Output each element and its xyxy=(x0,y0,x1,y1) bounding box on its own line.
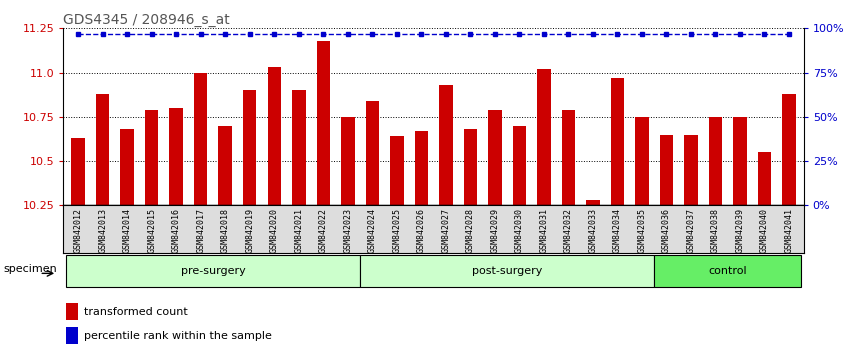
Text: GSM842016: GSM842016 xyxy=(172,208,181,253)
Text: GSM842027: GSM842027 xyxy=(442,208,450,253)
Text: GSM842040: GSM842040 xyxy=(760,208,769,253)
FancyBboxPatch shape xyxy=(66,255,360,287)
Bar xyxy=(611,78,624,205)
Text: GSM842015: GSM842015 xyxy=(147,208,157,253)
Text: GSM842033: GSM842033 xyxy=(589,208,597,253)
Bar xyxy=(145,110,158,205)
Bar xyxy=(390,136,404,205)
Text: post-surgery: post-surgery xyxy=(472,266,542,276)
Text: GSM842014: GSM842014 xyxy=(123,208,132,253)
Text: GSM842039: GSM842039 xyxy=(735,208,744,253)
Text: GSM842037: GSM842037 xyxy=(686,208,695,253)
Text: GSM842017: GSM842017 xyxy=(196,208,206,253)
Text: GSM842013: GSM842013 xyxy=(98,208,107,253)
Bar xyxy=(267,67,281,205)
Text: percentile rank within the sample: percentile rank within the sample xyxy=(84,331,272,341)
Bar xyxy=(66,303,78,320)
Bar xyxy=(709,117,722,205)
Text: GSM842025: GSM842025 xyxy=(393,208,401,253)
Bar xyxy=(488,110,502,205)
Text: GSM842034: GSM842034 xyxy=(613,208,622,253)
Text: GSM842022: GSM842022 xyxy=(319,208,327,253)
Text: GSM842035: GSM842035 xyxy=(637,208,646,253)
Bar xyxy=(96,94,109,205)
Text: control: control xyxy=(708,266,747,276)
Bar xyxy=(341,117,354,205)
Bar xyxy=(243,90,256,205)
Bar xyxy=(513,126,526,205)
Text: GSM842026: GSM842026 xyxy=(417,208,426,253)
FancyBboxPatch shape xyxy=(360,255,654,287)
Bar xyxy=(635,117,649,205)
Bar xyxy=(365,101,379,205)
Bar xyxy=(169,108,183,205)
Bar xyxy=(439,85,453,205)
Bar xyxy=(71,138,85,205)
FancyBboxPatch shape xyxy=(654,255,801,287)
Text: transformed count: transformed count xyxy=(84,307,187,317)
Bar xyxy=(562,110,575,205)
Bar xyxy=(733,117,747,205)
Text: GSM842020: GSM842020 xyxy=(270,208,278,253)
Text: GSM842024: GSM842024 xyxy=(368,208,376,253)
Bar xyxy=(537,69,551,205)
Text: GSM842038: GSM842038 xyxy=(711,208,720,253)
Text: GSM842018: GSM842018 xyxy=(221,208,230,253)
Text: GSM842030: GSM842030 xyxy=(515,208,524,253)
Bar xyxy=(684,135,698,205)
Text: GSM842021: GSM842021 xyxy=(294,208,303,253)
Bar xyxy=(415,131,428,205)
Bar xyxy=(66,327,78,344)
Text: GSM842036: GSM842036 xyxy=(662,208,671,253)
Text: specimen: specimen xyxy=(3,264,57,274)
Text: GSM842012: GSM842012 xyxy=(74,208,83,253)
Text: GSM842023: GSM842023 xyxy=(343,208,352,253)
Text: GSM842019: GSM842019 xyxy=(245,208,255,253)
Text: pre-surgery: pre-surgery xyxy=(180,266,245,276)
Text: GSM842028: GSM842028 xyxy=(466,208,475,253)
Text: GDS4345 / 208946_s_at: GDS4345 / 208946_s_at xyxy=(63,13,230,27)
Text: GSM842032: GSM842032 xyxy=(564,208,573,253)
Bar xyxy=(758,152,772,205)
Bar xyxy=(316,41,330,205)
Bar xyxy=(292,90,305,205)
Bar xyxy=(660,135,673,205)
Text: GSM842029: GSM842029 xyxy=(491,208,499,253)
Bar xyxy=(218,126,232,205)
Text: GSM842031: GSM842031 xyxy=(540,208,548,253)
Bar xyxy=(783,94,796,205)
Bar xyxy=(586,200,600,205)
Bar xyxy=(194,73,207,205)
Text: GSM842041: GSM842041 xyxy=(784,208,794,253)
Bar xyxy=(120,129,134,205)
Bar xyxy=(464,129,477,205)
